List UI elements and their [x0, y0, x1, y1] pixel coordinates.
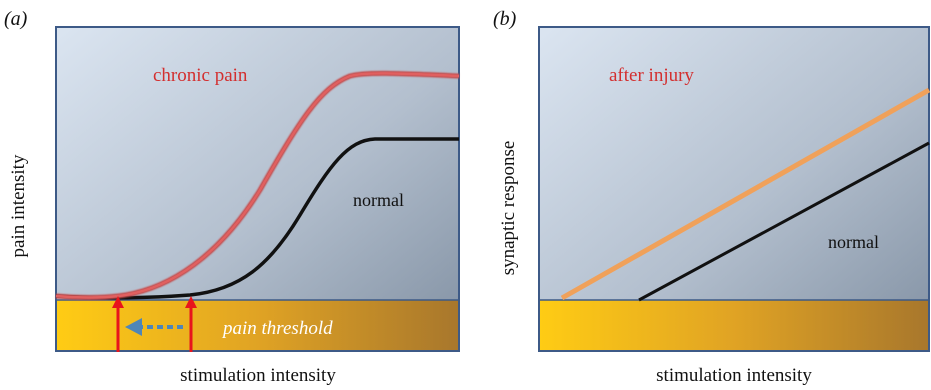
panel-b-normal-line — [638, 141, 930, 302]
panel-a-shift-arrow — [125, 318, 183, 336]
panel-a-threshold-band — [56, 300, 459, 351]
panel-a-letter: (a) — [4, 8, 28, 30]
panel-b-normal-label: normal — [828, 232, 879, 252]
panel-a-threshold-arrow-normal — [185, 296, 197, 352]
panel-a-xlabel: stimulation intensity — [180, 365, 336, 386]
panel-b-injury-label: after injury — [609, 65, 694, 86]
panel-a-threshold-arrow-chronic — [112, 296, 124, 352]
panel-b-xlabel: stimulation intensity — [656, 365, 812, 386]
panel-a-chronic-label: chronic pain — [153, 65, 248, 86]
panel-a-ylabel: pain intensity — [8, 154, 29, 257]
panel-b-letter: (b) — [493, 8, 517, 30]
panel-a-frame — [55, 26, 460, 352]
panel-b-frame — [538, 26, 930, 352]
panel-a: (a) pain threshold chronic pain normal p… — [4, 8, 460, 386]
panel-b-ylabel: synaptic response — [498, 141, 519, 276]
panel-b-injury-line — [560, 87, 931, 301]
panel-a-normal-curve — [55, 137, 459, 300]
panel-b: (b) after injury normal synaptic respons… — [493, 8, 931, 386]
panel-b-threshold-band — [539, 300, 929, 351]
panel-b-plot-area — [539, 27, 929, 351]
panel-a-normal-label: normal — [353, 190, 404, 210]
panel-a-threshold-label: pain threshold — [221, 318, 333, 339]
